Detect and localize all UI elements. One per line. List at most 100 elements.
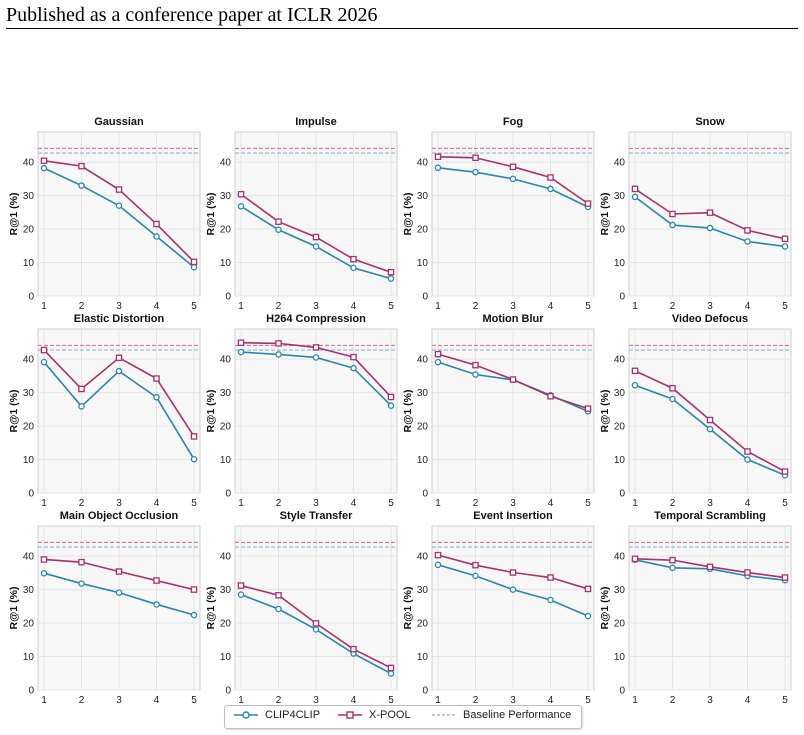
x-tick-label: 3 (116, 498, 122, 509)
data-point-clip (669, 395, 676, 403)
y-tick-label: 20 (220, 225, 232, 236)
x-tick-label: 5 (388, 695, 394, 706)
x-tick-label: 2 (79, 695, 85, 706)
y-axis-label: R@1 (%) (8, 193, 20, 236)
x-tick-label: 3 (510, 695, 516, 706)
chart-title: Fog (503, 116, 523, 128)
data-point-clip (434, 164, 442, 172)
x-tick-label: 2 (79, 301, 85, 312)
data-point-xpool (190, 433, 198, 440)
data-point-clip (584, 612, 592, 620)
x-tick-label: 2 (473, 301, 479, 312)
chart-panel: 0 10 20 30 40 1 2 3 4 5 Event Insertion R@1 (%) (402, 510, 595, 706)
chart-panel: 0 10 20 30 40 1 2 3 4 5 Impulse R@1 (%) (205, 116, 398, 312)
data-point-clip (237, 591, 245, 598)
data-point-xpool (350, 255, 357, 263)
x-tick-label: 1 (632, 695, 638, 706)
y-axis-label: R@1 (%) (402, 587, 414, 630)
data-point-clip (744, 456, 751, 463)
x-tick-label: 4 (745, 301, 751, 312)
y-tick-label: 10 (417, 258, 429, 269)
data-point-clip (153, 601, 160, 608)
chart-panel: 0 10 20 30 40 1 2 3 4 5 Motion Blur R@1 (%) (402, 313, 595, 509)
x-tick-label: 3 (313, 301, 319, 312)
data-point-xpool (781, 574, 789, 581)
x-tick-label: 4 (154, 498, 160, 509)
data-point-xpool (153, 375, 160, 382)
y-tick-label: 30 (220, 388, 232, 399)
data-point-xpool (744, 227, 751, 234)
data-point-xpool (509, 163, 517, 171)
y-tick-label: 20 (614, 619, 626, 630)
x-tick-label: 5 (388, 301, 394, 312)
x-tick-label: 4 (745, 498, 751, 509)
legend-item-xpool: X-POOL (337, 709, 411, 721)
data-point-clip (547, 596, 554, 604)
y-tick-label: 0 (619, 686, 625, 697)
y-tick-label: 0 (619, 292, 625, 303)
y-tick-label: 10 (220, 455, 232, 466)
x-tick-label: 1 (435, 498, 441, 509)
y-tick-label: 10 (23, 455, 35, 466)
data-point-clip (472, 572, 479, 580)
y-tick-label: 10 (614, 455, 626, 466)
data-point-clip (669, 564, 676, 572)
data-point-clip (706, 224, 714, 232)
y-tick-label: 10 (614, 258, 626, 269)
y-axis-label: R@1 (%) (599, 193, 611, 236)
data-point-clip (472, 168, 479, 176)
data-point-clip (275, 351, 282, 358)
data-point-xpool (78, 385, 85, 393)
x-tick-label: 1 (632, 498, 638, 509)
chart-panel: 0 10 20 30 40 1 2 3 4 5 Gaussian R@1 (%) (8, 116, 201, 312)
y-tick-label: 30 (417, 191, 429, 202)
data-point-xpool (547, 574, 554, 581)
y-tick-label: 40 (220, 158, 232, 169)
data-point-xpool (781, 235, 789, 243)
y-axis-label: R@1 (%) (205, 587, 217, 630)
data-point-clip (190, 263, 198, 271)
data-point-xpool (387, 664, 395, 672)
data-point-clip (40, 358, 48, 366)
data-point-xpool (472, 561, 479, 569)
data-point-clip (744, 238, 751, 245)
data-point-xpool (115, 568, 123, 575)
y-tick-label: 10 (220, 258, 232, 269)
y-tick-label: 30 (614, 191, 626, 202)
data-point-clip (190, 455, 198, 463)
data-point-xpool (40, 346, 48, 354)
data-point-xpool (387, 268, 395, 276)
data-point-xpool (781, 468, 789, 475)
data-point-clip (312, 243, 320, 250)
y-tick-label: 10 (23, 258, 35, 269)
y-tick-label: 20 (417, 619, 429, 630)
x-tick-label: 2 (276, 695, 282, 706)
data-point-xpool (706, 563, 714, 571)
chart-panel: 0 10 20 30 40 1 2 3 4 5 Fog R@1 (%) (402, 116, 595, 312)
chart-title: Gaussian (94, 116, 144, 128)
legend-xpool-label: X-POOL (369, 709, 411, 721)
y-tick-label: 0 (619, 489, 625, 500)
x-tick-label: 3 (510, 498, 516, 509)
data-point-clip (190, 611, 198, 619)
data-point-xpool (744, 569, 751, 576)
x-tick-label: 5 (388, 498, 394, 509)
y-tick-label: 20 (614, 225, 626, 236)
x-tick-label: 5 (782, 301, 788, 312)
data-point-clip (706, 425, 714, 433)
chart-title: Temporal Scrambling (654, 510, 766, 522)
y-tick-label: 10 (614, 652, 626, 663)
y-tick-label: 0 (422, 292, 428, 303)
y-tick-label: 40 (614, 158, 626, 169)
data-point-clip (275, 226, 282, 233)
chart-title: Video Defocus (672, 313, 748, 325)
y-axis-label: R@1 (%) (8, 587, 20, 630)
data-point-xpool (744, 448, 751, 455)
data-point-clip (153, 394, 160, 401)
y-axis-label: R@1 (%) (205, 193, 217, 236)
chart-title: Snow (695, 116, 725, 128)
data-point-xpool (78, 558, 85, 566)
y-tick-label: 0 (422, 489, 428, 500)
data-point-xpool (115, 186, 123, 193)
